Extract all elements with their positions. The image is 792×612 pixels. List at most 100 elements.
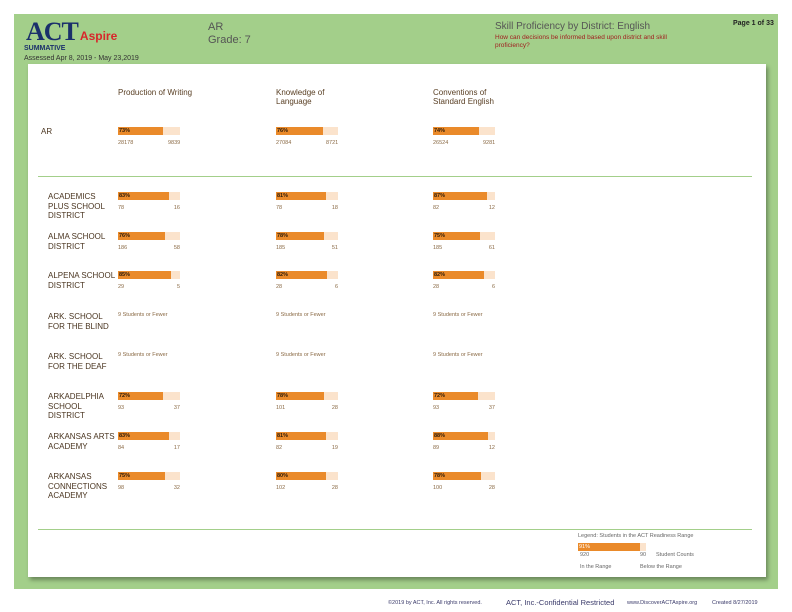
in-range-count: 100 xyxy=(433,485,443,491)
in-range-count: 26524 xyxy=(433,140,449,146)
divider xyxy=(38,529,752,530)
bar-fill-in-range xyxy=(433,232,480,240)
footer-confidential: ACT, Inc.-Confidential Restricted xyxy=(506,598,615,607)
below-range-count: 51 xyxy=(331,245,338,251)
below-range-count: 16 xyxy=(173,205,180,211)
below-range-count: 8721 xyxy=(326,140,339,146)
in-range-count: 93 xyxy=(433,405,440,411)
row-name: ARK. SCHOOL FOR THE DEAF xyxy=(48,352,107,371)
row-name: ARK. SCHOOL FOR THE BLIND xyxy=(48,312,109,331)
small-count-note: 9 Students or Fewer xyxy=(118,312,168,318)
percent-label: 72% xyxy=(434,393,446,399)
percent-label: 78% xyxy=(277,233,289,239)
below-range-count: 28 xyxy=(488,485,495,491)
proficiency-bar: 73% xyxy=(118,127,180,135)
below-range-count: 19 xyxy=(331,445,338,451)
legend-in-label: In the Range xyxy=(580,564,612,570)
proficiency-bar: 78% xyxy=(276,392,338,400)
below-range-count: 37 xyxy=(488,405,495,411)
percent-label: 72% xyxy=(119,393,131,399)
proficiency-bar: 78% xyxy=(433,472,495,480)
in-range-count: 185 xyxy=(276,245,286,251)
small-count-note: 9 Students or Fewer xyxy=(276,312,326,318)
bar-fill-in-range xyxy=(276,472,326,480)
percent-label: 75% xyxy=(119,473,131,479)
percent-label: 88% xyxy=(434,433,446,439)
legend-in-count: 920 xyxy=(580,552,590,558)
in-range-count: 82 xyxy=(433,205,440,211)
small-count-note: 9 Students or Fewer xyxy=(118,352,168,358)
in-range-count: 98 xyxy=(118,485,125,491)
bar-fill-in-range xyxy=(118,232,166,240)
legend-title: Legend: Students in the ACT Readiness Ra… xyxy=(578,533,694,539)
proficiency-bar: 83% xyxy=(118,432,180,440)
below-range-count: 6 xyxy=(334,284,338,290)
bar-fill-in-range xyxy=(118,127,164,135)
below-range-count: 32 xyxy=(173,485,180,491)
below-range-count: 9839 xyxy=(168,140,181,146)
percent-label: 87% xyxy=(434,193,446,199)
bar-fill-in-range xyxy=(118,192,170,200)
proficiency-bar: 85% xyxy=(118,271,180,279)
row-name: ARKANSAS ARTS ACADEMY xyxy=(48,432,115,451)
proficiency-bar: 83% xyxy=(118,192,180,200)
percent-label: 73% xyxy=(119,128,131,134)
percent-label: 82% xyxy=(434,272,446,278)
bar-fill-in-range xyxy=(433,432,488,440)
bar-fill-in-range xyxy=(118,271,171,279)
bar-fill-in-range xyxy=(433,392,478,400)
row-name: ARKADELPHIA SCHOOL DISTRICT xyxy=(48,392,104,420)
in-range-count: 89 xyxy=(433,445,440,451)
in-range-count: 28 xyxy=(433,284,440,290)
bar-fill-in-range xyxy=(433,192,487,200)
legend-bar: 91% xyxy=(578,543,646,551)
percent-label: 76% xyxy=(277,128,289,134)
small-count-note: 9 Students or Fewer xyxy=(276,352,326,358)
row-name: ACADEMICS PLUS SCHOOL DISTRICT xyxy=(48,192,105,220)
column-header: Knowledge of Language xyxy=(276,88,325,106)
legend-counts-label: Student Counts xyxy=(656,552,694,558)
bar-fill-in-range xyxy=(276,192,327,200)
in-range-count: 29 xyxy=(118,284,125,290)
bar-fill-in-range xyxy=(276,392,325,400)
bar-fill-in-range xyxy=(433,472,482,480)
proficiency-bar: 80% xyxy=(276,472,338,480)
percent-label: 75% xyxy=(434,233,446,239)
in-range-count: 78 xyxy=(118,205,125,211)
column-header: Production of Writing xyxy=(118,88,193,97)
percent-label: 82% xyxy=(277,272,289,278)
legend-below-label: Below the Range xyxy=(640,564,682,570)
below-range-count: 5 xyxy=(176,284,180,290)
percent-label: 74% xyxy=(434,128,446,134)
in-range-count: 84 xyxy=(118,445,125,451)
below-range-count: 28 xyxy=(331,485,338,491)
state: AR xyxy=(208,21,224,33)
proficiency-bar: 72% xyxy=(433,392,495,400)
proficiency-bar: 81% xyxy=(276,432,338,440)
bar-fill-in-range xyxy=(276,127,324,135)
in-range-count: 93 xyxy=(118,405,125,411)
below-range-count: 37 xyxy=(173,405,180,411)
below-range-count: 12 xyxy=(488,445,495,451)
proficiency-bar: 88% xyxy=(433,432,495,440)
percent-label: 80% xyxy=(277,473,289,479)
page-number: Page 1 of 33 xyxy=(733,20,774,27)
legend-pct: 91% xyxy=(579,544,591,550)
below-range-count: 58 xyxy=(173,245,180,251)
proficiency-bar: 78% xyxy=(276,232,338,240)
in-range-count: 78 xyxy=(276,205,283,211)
row-name: AR xyxy=(41,127,53,136)
bar-fill-in-range xyxy=(276,271,327,279)
proficiency-bar: 74% xyxy=(433,127,495,135)
below-range-count: 18 xyxy=(331,205,338,211)
report-type: SUMMATIVE xyxy=(24,45,66,52)
row-name: ALMA SCHOOL DISTRICT xyxy=(48,232,106,251)
proficiency-bar: 75% xyxy=(118,472,180,480)
report-title: Skill Proficiency by District: English xyxy=(495,21,651,32)
proficiency-bar: 76% xyxy=(276,127,338,135)
assessed-dates: Assessed Apr 8, 2019 - May 23,2019 xyxy=(24,55,139,62)
footer-url[interactable]: www.DiscoverACTAspire.org xyxy=(627,600,698,606)
percent-label: 83% xyxy=(119,193,131,199)
percent-label: 78% xyxy=(434,473,446,479)
in-range-count: 186 xyxy=(118,245,128,251)
